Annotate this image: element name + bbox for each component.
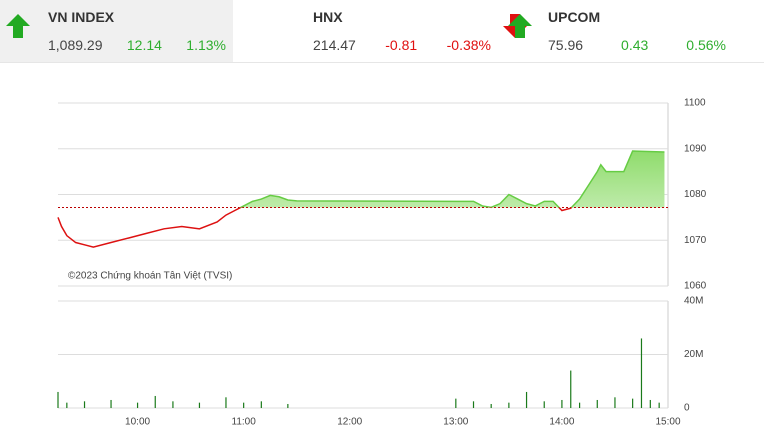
index-values: 1,089.29 12.14 1.13% <box>48 37 226 53</box>
volume-bar <box>596 399 598 408</box>
index-change: -0.81 <box>385 37 418 53</box>
index-cell[interactable]: VN INDEX 1,089.29 12.14 1.13% <box>0 0 233 62</box>
index-header: VN INDEX 1,089.29 12.14 1.13% HNX 214.47 -0… <box>0 0 764 63</box>
volume-bar <box>198 402 201 408</box>
index-name: HNX <box>313 9 343 25</box>
index-pct: -0.38% <box>446 37 491 53</box>
index-name: UPCOM <box>548 9 601 25</box>
index-values: 214.47 -0.81 -0.38% <box>313 37 491 53</box>
y-tick-label: 1070 <box>684 235 707 246</box>
x-tick-label: 13:00 <box>443 417 468 428</box>
price-area <box>240 151 665 208</box>
volume-bar <box>578 402 581 408</box>
volume-bar <box>260 401 262 408</box>
index-cell[interactable]: HNX 214.47 -0.81 -0.38% <box>233 0 527 62</box>
index-pct: 0.56% <box>686 37 726 53</box>
price-line <box>57 150 665 248</box>
index-cell[interactable]: UPCOM 75.96 0.43 0.56% <box>498 0 763 62</box>
volume-bar <box>66 402 68 408</box>
volume-bar <box>472 401 475 408</box>
up-arrow <box>6 14 30 38</box>
volume-bar <box>57 391 59 408</box>
volume-bar <box>110 399 112 408</box>
volume-bar <box>640 338 643 408</box>
volume-bar <box>543 401 545 408</box>
volume-bar <box>508 402 510 408</box>
volume-bar <box>632 398 634 408</box>
up-arrow <box>508 14 532 38</box>
x-tick-label: 15:00 <box>655 417 680 428</box>
index-values: 75.96 0.43 0.56% <box>548 37 726 53</box>
y-tick-label: 1090 <box>684 143 707 154</box>
y-tick-label: 1060 <box>684 281 707 292</box>
volume-bar <box>455 398 457 408</box>
y-tick-label: 1080 <box>684 189 707 200</box>
volume-bar <box>154 395 156 408</box>
volume-bar <box>490 403 492 408</box>
y-tick-label: 40M <box>684 296 703 307</box>
y-tick-label: 0 <box>684 403 690 414</box>
volume-bar <box>287 403 289 408</box>
index-name: VN INDEX <box>48 9 115 25</box>
watermark: ©2023 Chứng khoán Tân Việt (TVSI) <box>68 271 232 282</box>
volume-bar <box>658 402 660 408</box>
y-tick-label: 20M <box>684 349 703 360</box>
volume-bar <box>570 370 572 408</box>
volume-bar <box>614 397 616 408</box>
volume-bar <box>225 397 227 408</box>
x-tick-label: 10:00 <box>125 417 150 428</box>
volume-bar <box>83 401 86 408</box>
volume-bar <box>172 401 174 408</box>
index-change: 0.43 <box>621 37 649 53</box>
index-value: 75.96 <box>548 37 584 53</box>
chart: 1060 1070 1080 1090 1100 ©2023 Chứng khoán Tâ… <box>57 98 707 428</box>
index-change: 12.14 <box>126 37 162 53</box>
volume-bar <box>561 399 563 408</box>
index-pct: 1.13% <box>186 37 226 53</box>
volume-bar <box>243 402 245 408</box>
y-tick-label: 1100 <box>684 98 706 109</box>
x-tick-label: 12:00 <box>337 417 362 428</box>
x-tick-label: 11:00 <box>232 417 257 428</box>
index-value: 214.47 <box>313 37 356 53</box>
x-tick-label: 14:00 <box>549 417 574 428</box>
volume-bar <box>525 391 528 408</box>
volume-bar <box>136 402 139 408</box>
volume-bar <box>649 399 651 408</box>
index-value: 1,089.29 <box>48 37 103 53</box>
